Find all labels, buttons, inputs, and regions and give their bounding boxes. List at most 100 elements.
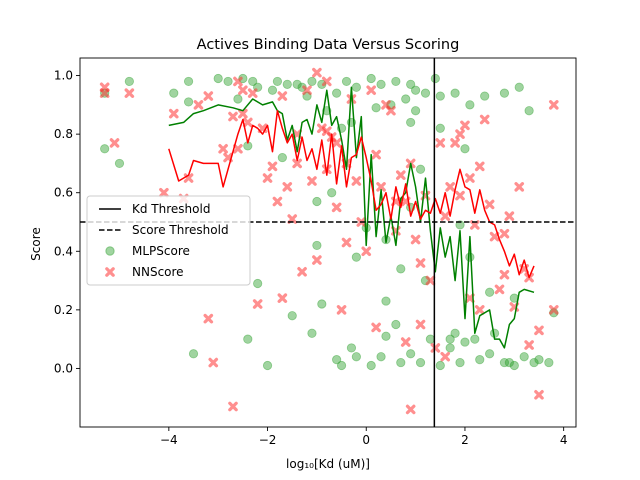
y-axis-label: Score — [29, 227, 43, 261]
nnscore-point — [233, 143, 243, 154]
axes: −4 −2 0 2 4 0.0 0.2 0.4 0.6 0.8 1.0 — [54, 57, 577, 447]
nnscore-point — [341, 237, 352, 248]
mlpscore-point — [124, 76, 134, 87]
nnscore-point — [425, 275, 436, 286]
nnscore-point — [218, 143, 228, 154]
axes-frame — [79, 57, 577, 428]
mlpscore-point — [485, 287, 495, 297]
mlpscore-point — [445, 334, 455, 344]
nnscore-point — [277, 293, 288, 303]
nnscore-point — [504, 211, 515, 221]
nnscore-point — [312, 67, 322, 78]
x-axis-label: log₁₀[Kd (uM)] — [286, 457, 370, 471]
mlpscore-point — [460, 337, 470, 347]
nnscore-point — [238, 108, 248, 119]
mlpscore-point — [401, 94, 411, 104]
nnscore-point — [371, 322, 381, 333]
mlpscore-point — [420, 88, 431, 98]
mlpscore-point — [445, 343, 455, 353]
mlpscore-point — [233, 94, 243, 104]
nnscore-point — [228, 401, 238, 412]
mlpscore-point — [509, 360, 519, 371]
mlpscore-point — [183, 97, 194, 107]
mlpscore-point — [519, 352, 529, 362]
nnscore-point — [494, 284, 505, 295]
nnscore-point — [321, 76, 332, 87]
nnscore-point — [109, 138, 120, 148]
nnscore-point — [312, 255, 322, 265]
mlpscore-point — [243, 334, 253, 344]
nnscore-point — [430, 343, 441, 353]
nnscore-point — [307, 176, 317, 186]
nnscore-point — [243, 117, 253, 128]
nnscore-point — [484, 199, 495, 210]
nnscore-point — [331, 202, 342, 213]
y-tick-label: 0.4 — [54, 244, 73, 258]
mlpscore-point — [480, 91, 490, 101]
x-tick-label: −2 — [259, 433, 277, 447]
mlpscore-point — [415, 164, 426, 174]
mlpscore-point — [223, 76, 233, 87]
nnscore-point — [99, 88, 110, 98]
nnscore-point — [400, 337, 411, 347]
nnscore-point — [548, 100, 559, 110]
mlpscore-point — [465, 252, 475, 262]
mlpscore-point — [470, 334, 480, 344]
legend-mlpscore-handle — [105, 246, 115, 256]
nnscore-point — [410, 234, 421, 245]
nnscore-point — [282, 182, 293, 192]
nnscore-point — [534, 389, 544, 400]
nnscore-point — [331, 138, 342, 148]
mlpscore-point — [336, 360, 347, 371]
nnscore-point — [371, 149, 381, 160]
nnscore-point — [366, 85, 376, 96]
y-tick-label: 0.2 — [54, 303, 73, 317]
mlpscore-point — [396, 357, 406, 368]
y-tick-label: 0.0 — [54, 361, 73, 375]
legend-label: MLPScore — [132, 244, 190, 258]
mlpscore-point — [396, 264, 406, 274]
mlpscore-point — [366, 360, 376, 371]
nnscore-point — [203, 313, 214, 324]
legend-label: Kd Threshold — [132, 202, 210, 216]
mlpscore-point — [376, 79, 386, 89]
nnscore-point — [272, 196, 283, 207]
nnscore-point — [465, 173, 475, 183]
nnscore-point — [168, 108, 179, 119]
mlpscore-point — [307, 76, 317, 87]
mlpscore-point — [213, 73, 223, 84]
mlpscore-point — [499, 88, 510, 98]
nnscore-point — [193, 100, 204, 110]
mlpscore-point — [351, 82, 361, 92]
nnscore-point — [376, 182, 386, 192]
mlpscore-point — [406, 117, 416, 128]
mlpscore-point — [504, 357, 514, 368]
nnscore-point — [321, 126, 332, 137]
mlpscore-point — [312, 196, 322, 207]
mlpscore-point — [524, 106, 534, 116]
mlpscore-point — [253, 278, 263, 289]
nnscore-point — [247, 88, 258, 98]
mlpscore-point — [282, 79, 292, 89]
mlpscore-point — [406, 349, 416, 359]
mlpscore-point — [188, 349, 199, 359]
mlpscore-point — [332, 355, 342, 365]
nnscore-point — [267, 161, 278, 172]
plot-area — [80, 58, 576, 427]
nnscore-point — [534, 325, 544, 336]
nnscore-point — [445, 182, 455, 192]
mlpscore-point — [346, 343, 357, 353]
mlpscore-point — [465, 100, 475, 110]
x-tick-label: 4 — [560, 433, 568, 447]
nnscore-point — [159, 187, 169, 198]
nnscore-point — [470, 220, 480, 230]
mlpscore-point — [327, 188, 337, 198]
mlpscore-point — [455, 357, 465, 368]
nnscore-point — [499, 228, 510, 239]
nnscore-point — [203, 91, 214, 101]
nnscore-trend-line — [168, 109, 535, 279]
mlpscore-point — [312, 240, 322, 251]
nnscore-point — [499, 269, 510, 280]
mlpscore-point — [292, 79, 302, 89]
nnscore-point — [474, 305, 485, 315]
